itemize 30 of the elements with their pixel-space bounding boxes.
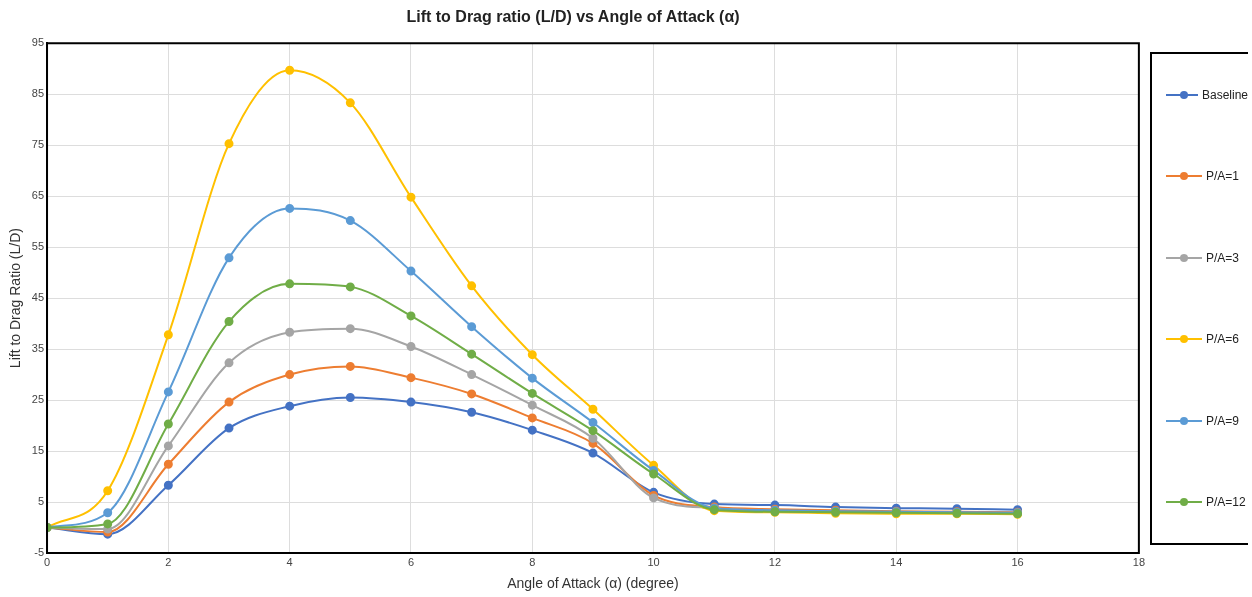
x-tick-label: 14 (890, 555, 903, 568)
x-tick-label: 18 (1132, 555, 1146, 568)
x-tick-label: 16 (1011, 555, 1024, 568)
y-tick-label: -5 (34, 546, 45, 559)
x-tick-label: 10 (647, 555, 660, 568)
y-tick-label: 5 (37, 495, 45, 508)
y-tick-label: 95 (31, 36, 45, 49)
y-tick-label: 75 (31, 138, 45, 151)
y-tick-label: 15 (31, 444, 45, 457)
y-tick-label: 25 (31, 393, 45, 406)
legend-label: P/A=1 (1206, 169, 1240, 184)
chart-title: Lift to Drag ratio (L/D) vs Angle of Attack (α) (406, 8, 740, 26)
legend-label: P/A=3 (1206, 250, 1240, 265)
y-tick-label: 35 (31, 342, 45, 355)
y-tick-label: 45 (31, 291, 45, 304)
x-tick-label: 4 (286, 555, 293, 568)
x-tick-label: 2 (165, 555, 172, 568)
y-tick-label: 65 (31, 189, 45, 202)
x-tick-label: 8 (529, 555, 536, 568)
y-tick-label: 55 (31, 240, 45, 253)
y-tick-label: 85 (31, 87, 45, 100)
legend-label: Baseline (1201, 87, 1248, 102)
x-tick-label: 12 (768, 555, 782, 568)
y-axis-title: Lift to Drag Ratio (L/D) (7, 228, 24, 369)
x-tick-label: 6 (407, 555, 415, 568)
legend-label: P/A=6 (1206, 332, 1240, 347)
legend-label: P/A=9 (1206, 413, 1240, 428)
legend-label: P/A=12 (1206, 495, 1246, 510)
x-tick-label: 0 (43, 555, 51, 568)
x-axis-title: Angle of Attack (α) (degree) (507, 575, 679, 592)
